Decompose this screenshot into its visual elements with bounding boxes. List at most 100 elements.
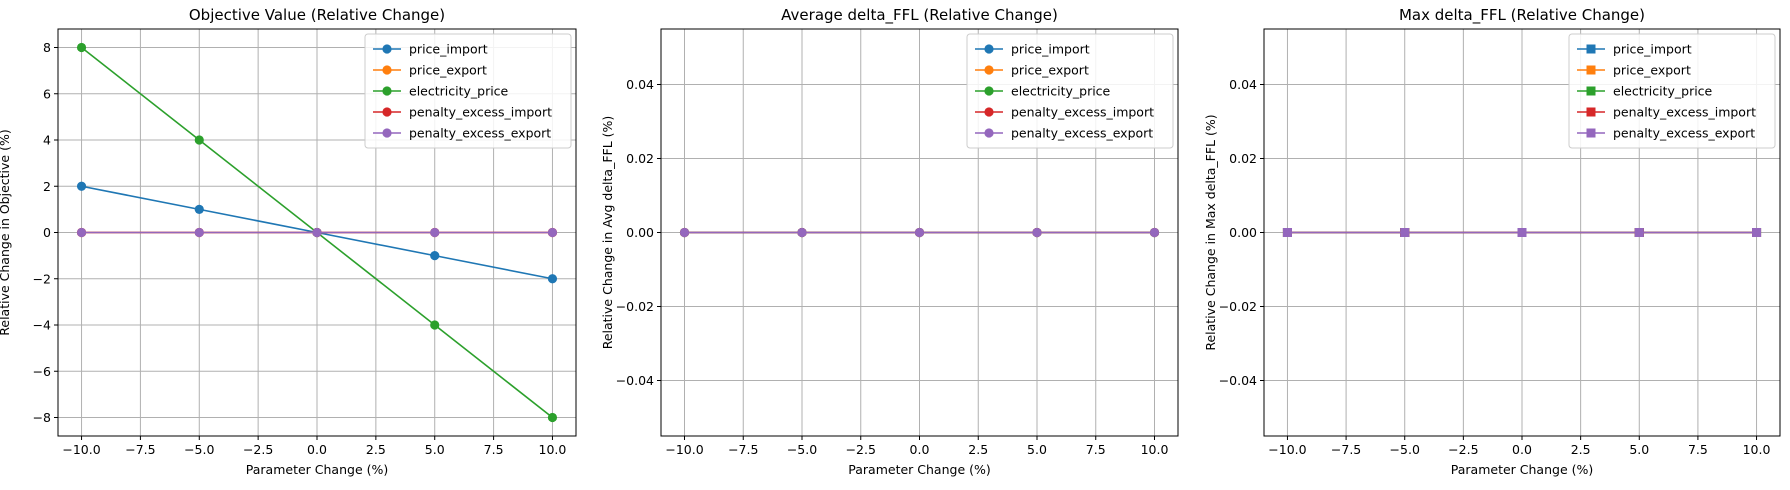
legend-marker-electricity_price bbox=[984, 86, 994, 96]
data-point-penalty_excess_export bbox=[547, 227, 558, 238]
data-point-penalty_excess_export bbox=[679, 227, 690, 238]
data-point-penalty_excess_export bbox=[76, 227, 87, 238]
x-axis-label: Parameter Change (%) bbox=[1451, 462, 1593, 477]
y-tick-label: −2 bbox=[33, 271, 51, 286]
data-point-penalty_excess_export bbox=[1517, 228, 1527, 237]
legend-label: price_import bbox=[1613, 42, 1692, 57]
legend-label: penalty_excess_export bbox=[1011, 126, 1153, 141]
x-tick-label: −2.5 bbox=[1448, 442, 1478, 457]
legend-marker-penalty_excess_export bbox=[984, 128, 994, 138]
legend-marker-price_export bbox=[1586, 65, 1596, 75]
y-axis-label: Relative Change in Objective (%) bbox=[0, 129, 12, 335]
legend-label: penalty_excess_import bbox=[1613, 105, 1756, 120]
data-point-penalty_excess_export bbox=[1282, 228, 1292, 237]
legend: price_import price_export electricity_pric… bbox=[1568, 33, 1776, 149]
data-point-electricity_price bbox=[76, 42, 87, 53]
x-tick-label: −7.5 bbox=[125, 442, 155, 457]
y-tick-label: −0.02 bbox=[1219, 299, 1257, 314]
legend-marker-electricity_price bbox=[382, 86, 392, 96]
data-point-price_import bbox=[76, 181, 87, 191]
x-tick-label: 7.5 bbox=[1086, 442, 1106, 457]
legend-label: price_export bbox=[1011, 63, 1089, 78]
legend: price_import price_export electricity_pric… bbox=[966, 33, 1174, 149]
x-tick-label: 0.0 bbox=[1512, 442, 1532, 457]
chart-title: Average delta_FFL (Relative Change) bbox=[781, 6, 1058, 25]
legend-label: penalty_excess_export bbox=[1613, 126, 1755, 141]
x-tick-label: −5.0 bbox=[184, 442, 214, 457]
legend-marker-penalty_excess_export bbox=[382, 128, 392, 138]
data-point-penalty_excess_export bbox=[797, 227, 807, 238]
x-tick-label: −7.5 bbox=[1331, 442, 1361, 457]
data-point-penalty_excess_export bbox=[1400, 228, 1410, 237]
axes-frame bbox=[660, 28, 1179, 437]
x-tick-label: −10.0 bbox=[62, 442, 100, 457]
legend-marker-price_import bbox=[382, 44, 392, 54]
legend-label: price_export bbox=[409, 63, 487, 78]
x-tick-label: −7.5 bbox=[728, 442, 758, 457]
data-point-penalty_excess_export bbox=[1149, 227, 1160, 238]
x-tick-label: 2.5 bbox=[968, 442, 988, 457]
legend-label: price_import bbox=[409, 42, 488, 57]
data-point-penalty_excess_export bbox=[312, 227, 322, 238]
y-tick-label: 0.02 bbox=[1229, 151, 1257, 166]
legend-marker-price_export bbox=[984, 65, 994, 75]
legend-marker-electricity_price bbox=[1586, 86, 1596, 96]
x-tick-label: −5.0 bbox=[787, 442, 817, 457]
data-point-electricity_price bbox=[430, 320, 440, 330]
data-point-penalty_excess_export bbox=[430, 227, 440, 238]
y-tick-label: −4 bbox=[33, 318, 51, 333]
legend-marker-price_import bbox=[984, 44, 994, 54]
y-tick-label: 6 bbox=[43, 86, 51, 101]
x-tick-label: 7.5 bbox=[484, 442, 504, 457]
x-axis-label: Parameter Change (%) bbox=[246, 462, 388, 477]
legend: price_import price_export electricity_pric… bbox=[364, 33, 572, 149]
chart-panel-2: −10.0 −7.5 −5.0 −2.5 0.0 2.5 5.0 7.5 10.0 −0.04 −0… bbox=[600, 6, 1179, 477]
y-tick-label: 4 bbox=[43, 133, 51, 148]
y-tick-label: 2 bbox=[43, 179, 51, 194]
y-tick-label: −8 bbox=[33, 410, 51, 425]
x-tick-label: 5.0 bbox=[425, 442, 445, 457]
legend-marker-penalty_excess_import bbox=[382, 107, 392, 117]
legend-marker-penalty_excess_export bbox=[1586, 128, 1596, 138]
y-tick-label: 0.02 bbox=[626, 151, 654, 166]
x-tick-label: 10.0 bbox=[1141, 442, 1169, 457]
y-tick-label: 0.04 bbox=[1229, 77, 1257, 92]
x-tick-label: 5.0 bbox=[1027, 442, 1047, 457]
x-tick-label: 0.0 bbox=[307, 442, 327, 457]
y-tick-label: 8 bbox=[43, 40, 51, 55]
axes-frame bbox=[57, 28, 577, 437]
x-tick-label: −10.0 bbox=[1268, 442, 1306, 457]
y-axis-label: Relative Change in Max delta_FFL (%) bbox=[1203, 114, 1218, 350]
y-tick-label: 0 bbox=[43, 225, 51, 240]
y-axis-label: Relative Change in Avg delta_FFL (%) bbox=[600, 116, 615, 350]
x-tick-label: 2.5 bbox=[366, 442, 386, 457]
legend-label: penalty_excess_import bbox=[409, 105, 552, 120]
data-point-penalty_excess_export bbox=[914, 227, 925, 238]
legend-box bbox=[1568, 33, 1776, 149]
legend-marker-price_import bbox=[1586, 44, 1596, 54]
legend-label: electricity_price bbox=[1613, 84, 1713, 99]
data-point-price_import bbox=[430, 251, 440, 261]
y-tick-label: −0.02 bbox=[616, 299, 654, 314]
x-axis-label: Parameter Change (%) bbox=[848, 462, 990, 477]
y-tick-label: 0.00 bbox=[626, 225, 654, 240]
data-point-penalty_excess_export bbox=[194, 227, 204, 238]
legend-marker-price_export bbox=[382, 65, 392, 75]
legend-label: electricity_price bbox=[1011, 84, 1111, 99]
data-point-penalty_excess_export bbox=[1032, 227, 1042, 238]
x-tick-label: −2.5 bbox=[846, 442, 876, 457]
data-point-price_import bbox=[547, 274, 558, 284]
chart-panel-3: −10.0 −7.5 −5.0 −2.5 0.0 2.5 5.0 7.5 10.0 −0.04 −0… bbox=[1203, 6, 1781, 477]
x-tick-label: −2.5 bbox=[243, 442, 273, 457]
x-tick-label: 2.5 bbox=[1571, 442, 1591, 457]
chart-title: Objective Value (Relative Change) bbox=[189, 6, 445, 24]
legend-label: penalty_excess_export bbox=[409, 126, 551, 141]
y-tick-label: 0.00 bbox=[1229, 225, 1257, 240]
chart-title: Max delta_FFL (Relative Change) bbox=[1399, 6, 1645, 25]
data-point-electricity_price bbox=[194, 135, 204, 145]
x-tick-label: 10.0 bbox=[1743, 442, 1771, 457]
chart-panel-1: −10.0 −7.5 −5.0 −2.5 0.0 2.5 5.0 7.5 10.0 −8 −6 −4 −… bbox=[0, 6, 577, 477]
x-tick-label: 5.0 bbox=[1629, 442, 1649, 457]
axes-frame bbox=[1263, 28, 1781, 437]
legend-marker-penalty_excess_import bbox=[1586, 107, 1596, 117]
